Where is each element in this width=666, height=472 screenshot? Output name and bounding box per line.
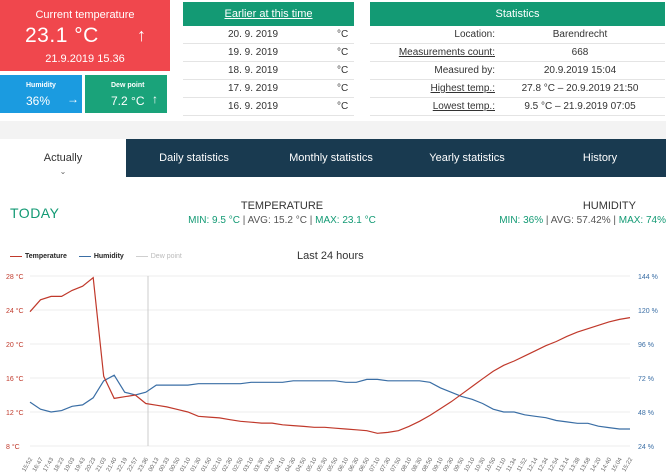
list-item: 20. 9. 2019 °C	[183, 26, 354, 44]
chevron-down-icon: ⌄	[59, 167, 67, 176]
tab-yearly-statistics[interactable]: Yearly statistics	[429, 152, 505, 164]
list-item: 19. 9. 2019 °C	[183, 44, 354, 62]
today-temperature-summary: TEMPERATURE MIN: 9.5 °C | AVG: 15.2 °C |…	[170, 200, 394, 226]
legend-temperature[interactable]: Temperature	[10, 253, 67, 260]
y-right-tick-label: 72 %	[638, 376, 654, 383]
earlier-title-link[interactable]: Earlier at this time	[183, 2, 354, 26]
y-right-tick-label: 120 %	[638, 308, 658, 315]
legend-dew-point[interactable]: Dew point	[135, 253, 182, 260]
current-temperature-datetime: 21.9.2019 15.36	[45, 53, 125, 65]
stat-row-measured-by: Measured by: 20.9.2019 15:04	[370, 62, 665, 80]
statistics-title: Statistics	[370, 2, 665, 26]
stat-row-location: Location: Barendrecht	[370, 26, 665, 44]
y-right-tick-label: 48 %	[638, 410, 654, 417]
y-right-tick-label: 96 %	[638, 342, 654, 349]
stat-row-highest: Highest temp.: 27.8 °C – 20.9.2019 21:50	[370, 80, 665, 98]
y-left-tick-label: 8 °C	[6, 443, 20, 451]
tab-actually[interactable]: Actually ⌄	[0, 139, 126, 177]
humidity-heading: HUMIDITY	[582, 200, 636, 212]
list-item: 18. 9. 2019 °C	[183, 62, 354, 80]
chart-area	[0, 244, 666, 472]
trend-up-icon: ↑	[137, 25, 146, 45]
y-left-tick-label: 20 °C	[6, 341, 24, 349]
list-item: 16. 9. 2019 °C	[183, 98, 354, 116]
earlier-panel: Earlier at this time 20. 9. 2019 °C 19. 9…	[183, 2, 354, 116]
tab-monthly-statistics[interactable]: Monthly statistics	[289, 152, 373, 164]
humidity-series-line	[29, 374, 630, 430]
y-left-tick-label: 16 °C	[6, 375, 24, 383]
measurements-count-link[interactable]: Measurements count:	[398, 47, 495, 58]
temperature-max: MAX: 23.1 °C	[315, 215, 376, 226]
temperature-avg: AVG: 15.2 °C	[247, 215, 307, 226]
stat-row-lowest: Lowest temp.: 9.5 °C – 21.9.2019 07:05	[370, 98, 665, 116]
line-chart: 28 °C 24 °C 20 °C 16 °C 12 °C 8 °C 144 % 120 % 9…	[6, 273, 658, 472]
x-tick-label: 15:22	[622, 456, 635, 472]
today-humidity-summary: HUMIDITY MIN: 36% | AVG: 57.42% | MAX: 7…	[472, 200, 666, 226]
legend-humidity[interactable]: Humidity	[78, 253, 124, 260]
tab-bar: Actually ⌄ Daily statistics Monthly stat…	[0, 139, 666, 177]
y-left-tick-label: 12 °C	[6, 409, 24, 417]
temperature-min: MIN: 9.5 °C	[188, 215, 240, 226]
temperature-series-line	[29, 276, 631, 434]
list-item: 17. 9. 2019 °C	[183, 80, 354, 98]
humidity-value: 36%	[26, 94, 51, 108]
temperature-heading: TEMPERATURE	[240, 200, 324, 212]
current-temperature-label: Current temperature	[35, 9, 135, 21]
humidity-max: MAX: 74%	[618, 215, 666, 226]
lowest-temp-link[interactable]: Lowest temp.:	[432, 101, 495, 112]
chart-legend: Temperature Humidity Dew point	[10, 253, 192, 260]
humidity-min: MIN: 36%	[499, 215, 544, 226]
today-label: TODAY	[10, 205, 60, 221]
tab-daily-statistics[interactable]: Daily statistics	[159, 152, 229, 164]
dew-point-label: Dew point	[111, 82, 145, 89]
trend-right-icon: →	[67, 92, 79, 106]
humidity-card: Humidity 36% →	[0, 75, 82, 113]
y-left-tick-label: 24 °C	[6, 307, 24, 315]
y-right-tick-label: 24 %	[638, 444, 654, 451]
trend-up-icon: ↑	[152, 92, 158, 106]
current-temperature-card: Current temperature 23.1 °C ↑ 21.9.2019 …	[0, 0, 170, 71]
chart-title: Last 24 hours	[297, 250, 364, 262]
dew-point-value: 7.2 °C	[111, 94, 145, 108]
dew-point-card: Dew point 7.2 °C ↑	[85, 75, 167, 113]
humidity-avg: AVG: 57.42%	[550, 215, 611, 226]
current-temperature-value: 23.1 °C	[25, 24, 99, 47]
statistics-panel: Statistics Location: Barendrecht Measurem…	[370, 2, 665, 116]
humidity-label: Humidity	[26, 82, 56, 89]
stat-row-count: Measurements count: 668	[370, 44, 665, 62]
highest-temp-link[interactable]: Highest temp.:	[430, 83, 495, 94]
divider	[0, 121, 666, 139]
tab-history[interactable]: History	[582, 152, 618, 164]
y-right-tick-label: 144 %	[638, 274, 658, 281]
y-left-tick-label: 28 °C	[6, 273, 24, 281]
